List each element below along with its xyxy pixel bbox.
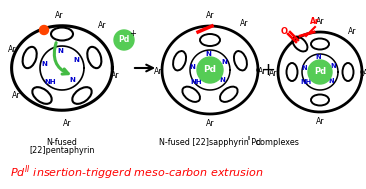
Text: N: N — [205, 51, 211, 57]
Text: +: + — [130, 29, 137, 37]
Text: Ar: Ar — [310, 18, 320, 26]
Text: Ar: Ar — [12, 91, 20, 101]
Text: $\mathit{Pd^{II}}$ $\mathit{insertion}$-$\mathit{triggerd\ meso}$-$\mathit{carbo: $\mathit{Pd^{II}}$ $\mathit{insertion}$-… — [10, 164, 264, 182]
Text: N: N — [221, 59, 227, 65]
Text: Ar: Ar — [240, 19, 248, 29]
Text: N: N — [315, 54, 321, 60]
Text: NH: NH — [190, 79, 202, 85]
Text: N-fused [22]sapphyrin Pd: N-fused [22]sapphyrin Pd — [159, 138, 261, 147]
Text: N: N — [73, 57, 79, 63]
Text: O: O — [280, 28, 288, 36]
Text: Ar: Ar — [316, 18, 324, 26]
Text: N: N — [189, 64, 195, 70]
Text: Ar: Ar — [206, 119, 214, 129]
Text: Ar: Ar — [98, 22, 106, 30]
Text: N: N — [219, 77, 225, 83]
Text: N: N — [301, 65, 307, 71]
Text: Ar: Ar — [154, 67, 162, 77]
Text: N: N — [330, 63, 336, 69]
Text: Ar: Ar — [348, 28, 356, 36]
Text: N: N — [328, 78, 334, 84]
Circle shape — [40, 26, 49, 35]
Text: [22]pentaphyrin: [22]pentaphyrin — [29, 146, 95, 155]
Text: N: N — [69, 77, 75, 83]
Text: Ar: Ar — [258, 67, 266, 77]
Circle shape — [197, 57, 223, 83]
Text: +: + — [261, 61, 276, 79]
Text: II: II — [248, 136, 251, 141]
Text: Ar: Ar — [269, 70, 277, 78]
Text: Pd: Pd — [314, 67, 326, 77]
Text: Pd: Pd — [203, 66, 217, 74]
Text: NH: NH — [44, 79, 56, 85]
Text: Ar: Ar — [63, 119, 71, 128]
Text: Ar: Ar — [8, 46, 16, 54]
Text: complexes: complexes — [253, 138, 299, 147]
Text: Ar: Ar — [55, 12, 63, 20]
Text: Pd: Pd — [118, 36, 130, 44]
Text: Ar: Ar — [206, 12, 214, 20]
Text: Ar: Ar — [111, 71, 119, 81]
Text: Ar: Ar — [316, 118, 324, 126]
Text: N-fused: N-fused — [46, 138, 78, 147]
Text: Ar: Ar — [363, 70, 366, 78]
Circle shape — [114, 30, 134, 50]
Circle shape — [308, 60, 332, 84]
Text: N: N — [57, 48, 63, 54]
Text: NH: NH — [300, 79, 311, 85]
Text: N: N — [41, 61, 47, 67]
